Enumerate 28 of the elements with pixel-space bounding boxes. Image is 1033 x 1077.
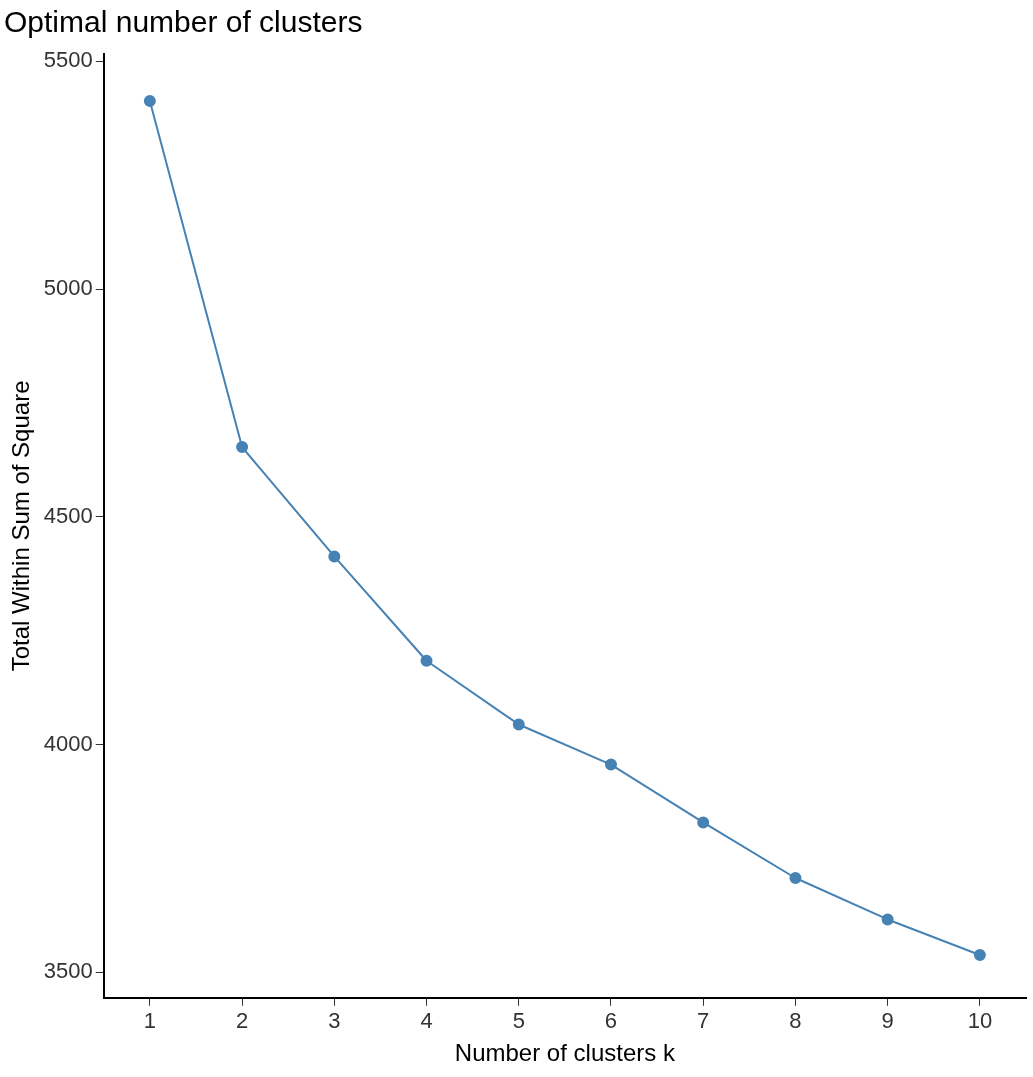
x-tick-label: 2: [235, 1008, 249, 1034]
point: [789, 872, 802, 884]
point: [236, 441, 249, 454]
point: [697, 816, 710, 829]
point: [328, 550, 341, 563]
y-tick-label: 4000: [43, 730, 93, 756]
y-tick-label: 4500: [43, 502, 93, 528]
point: [512, 718, 525, 731]
y-tick-label: 5500: [43, 47, 93, 73]
x-tick-label: 7: [697, 1008, 710, 1034]
point: [420, 654, 433, 667]
point: [143, 94, 156, 107]
x-tick-label: 1: [143, 1008, 156, 1034]
x-axis-title: Number of clusters k: [454, 1039, 676, 1067]
x-tick-label: 10: [967, 1008, 993, 1034]
point: [604, 758, 617, 771]
x-tick-label: 6: [604, 1008, 618, 1034]
chart-title: Optimal number of clusters: [4, 5, 363, 39]
x-tick-label: 4: [420, 1008, 433, 1034]
y-tick-label: 3500: [43, 958, 93, 984]
y-axis-title: Total Within Sum of Square: [7, 380, 35, 672]
x-tick-label: 3: [328, 1008, 341, 1034]
x-tick-label: 8: [789, 1008, 802, 1034]
y-tick-label: 5000: [43, 275, 93, 301]
point: [973, 948, 986, 961]
x-tick-label: 9: [881, 1008, 894, 1034]
point: [881, 913, 894, 926]
x-tick-label: 5: [512, 1008, 525, 1034]
